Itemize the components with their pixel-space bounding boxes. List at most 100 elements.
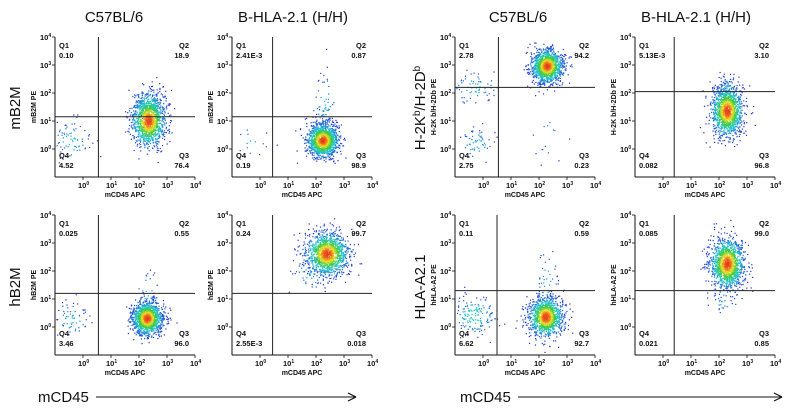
scatter-point	[339, 135, 341, 138]
scatter-point	[136, 121, 138, 124]
scatter-point	[299, 128, 302, 131]
scatter-point	[158, 126, 161, 128]
scatter-point	[333, 149, 336, 151]
scatter-point	[318, 151, 320, 153]
scatter-point	[730, 129, 732, 131]
scatter-point	[246, 147, 248, 149]
scatter-point	[313, 143, 315, 145]
scatter-point	[65, 135, 68, 137]
scatter-point	[144, 134, 147, 136]
scatter-point	[142, 113, 144, 115]
scatter-point	[717, 92, 719, 94]
scatter-point	[317, 151, 319, 153]
scatter-point	[136, 107, 139, 109]
scatter-point	[323, 74, 325, 77]
scatter-point	[324, 104, 326, 106]
scatter-point	[326, 122, 329, 124]
scatter-point	[478, 150, 480, 152]
scatter-point	[333, 161, 335, 163]
scatter-point	[332, 141, 334, 143]
scatter-point	[155, 118, 158, 120]
scatter-point	[754, 124, 756, 126]
scatter-point	[135, 100, 137, 102]
scatter-point	[143, 99, 146, 101]
scatter-point	[313, 133, 315, 135]
scatter-point	[137, 117, 139, 120]
scatter-point	[147, 148, 149, 150]
scatter-point	[138, 116, 141, 118]
scatter-point	[720, 92, 722, 94]
scatter-point	[333, 139, 335, 141]
scatter-point	[316, 143, 319, 145]
scatter-point	[84, 147, 87, 149]
scatter-point	[533, 76, 535, 78]
scatter-point	[331, 139, 334, 141]
scatter-point	[463, 97, 465, 99]
scatter-point	[149, 119, 151, 121]
scatter-point	[316, 133, 318, 135]
scatter-point	[716, 108, 719, 111]
scatter-point	[153, 97, 156, 99]
scatter-point	[159, 122, 161, 124]
scatter-point	[162, 107, 164, 109]
scatter-point	[743, 132, 745, 134]
scatter-point	[139, 130, 142, 132]
scatter-point	[148, 107, 150, 109]
scatter-point	[557, 51, 559, 53]
scatter-point	[322, 128, 324, 131]
scatter-point	[559, 84, 561, 87]
scatter-point	[152, 122, 154, 124]
scatter-point	[276, 144, 278, 146]
scatter-point	[320, 123, 323, 126]
scatter-point	[133, 123, 135, 125]
y-tick-label: 102	[40, 89, 51, 98]
scatter-point	[159, 87, 161, 89]
scatter-point	[331, 131, 333, 133]
scatter-point	[70, 135, 72, 137]
scatter-point	[133, 127, 135, 129]
scatter-point	[153, 104, 155, 106]
scatter-point	[156, 111, 158, 113]
scatter-point	[135, 112, 137, 115]
scatter-point	[296, 162, 299, 164]
scatter-point	[720, 86, 723, 88]
scatter-point	[159, 147, 161, 150]
scatter-point	[142, 102, 144, 104]
scatter-point	[135, 104, 137, 106]
scatter-point	[335, 121, 338, 123]
scatter-point	[736, 124, 738, 126]
scatter-point	[137, 121, 139, 124]
scatter-point	[150, 103, 152, 105]
scatter-point	[159, 111, 161, 113]
scatter-point	[148, 95, 150, 97]
scatter-point	[316, 124, 318, 127]
scatter-point	[333, 160, 335, 162]
scatter-point	[320, 158, 322, 160]
scatter-point	[317, 90, 320, 92]
scatter-point	[135, 102, 137, 104]
scatter-point	[478, 130, 481, 132]
scatter-point	[151, 96, 154, 98]
quadrant-q4-value: 4.52	[59, 161, 74, 170]
scatter-point	[553, 90, 556, 92]
scatter-point	[308, 142, 310, 144]
scatter-point	[317, 80, 319, 82]
scatter-point	[73, 137, 76, 139]
scatter-point	[155, 108, 157, 110]
scatter-point	[145, 101, 148, 104]
scatter-point	[553, 55, 555, 57]
scatter-point	[75, 146, 78, 148]
scatter-point	[326, 78, 328, 80]
scatter-point	[152, 100, 154, 103]
scatter-point	[556, 74, 558, 76]
scatter-point	[162, 118, 165, 120]
scatter-point	[151, 108, 153, 110]
scatter-point	[306, 149, 309, 152]
scatter-point	[544, 54, 546, 56]
scatter-point	[143, 116, 145, 118]
scatter-point	[557, 83, 559, 85]
scatter-point	[157, 143, 159, 145]
scatter-point	[716, 89, 718, 91]
scatter-point	[324, 156, 326, 158]
